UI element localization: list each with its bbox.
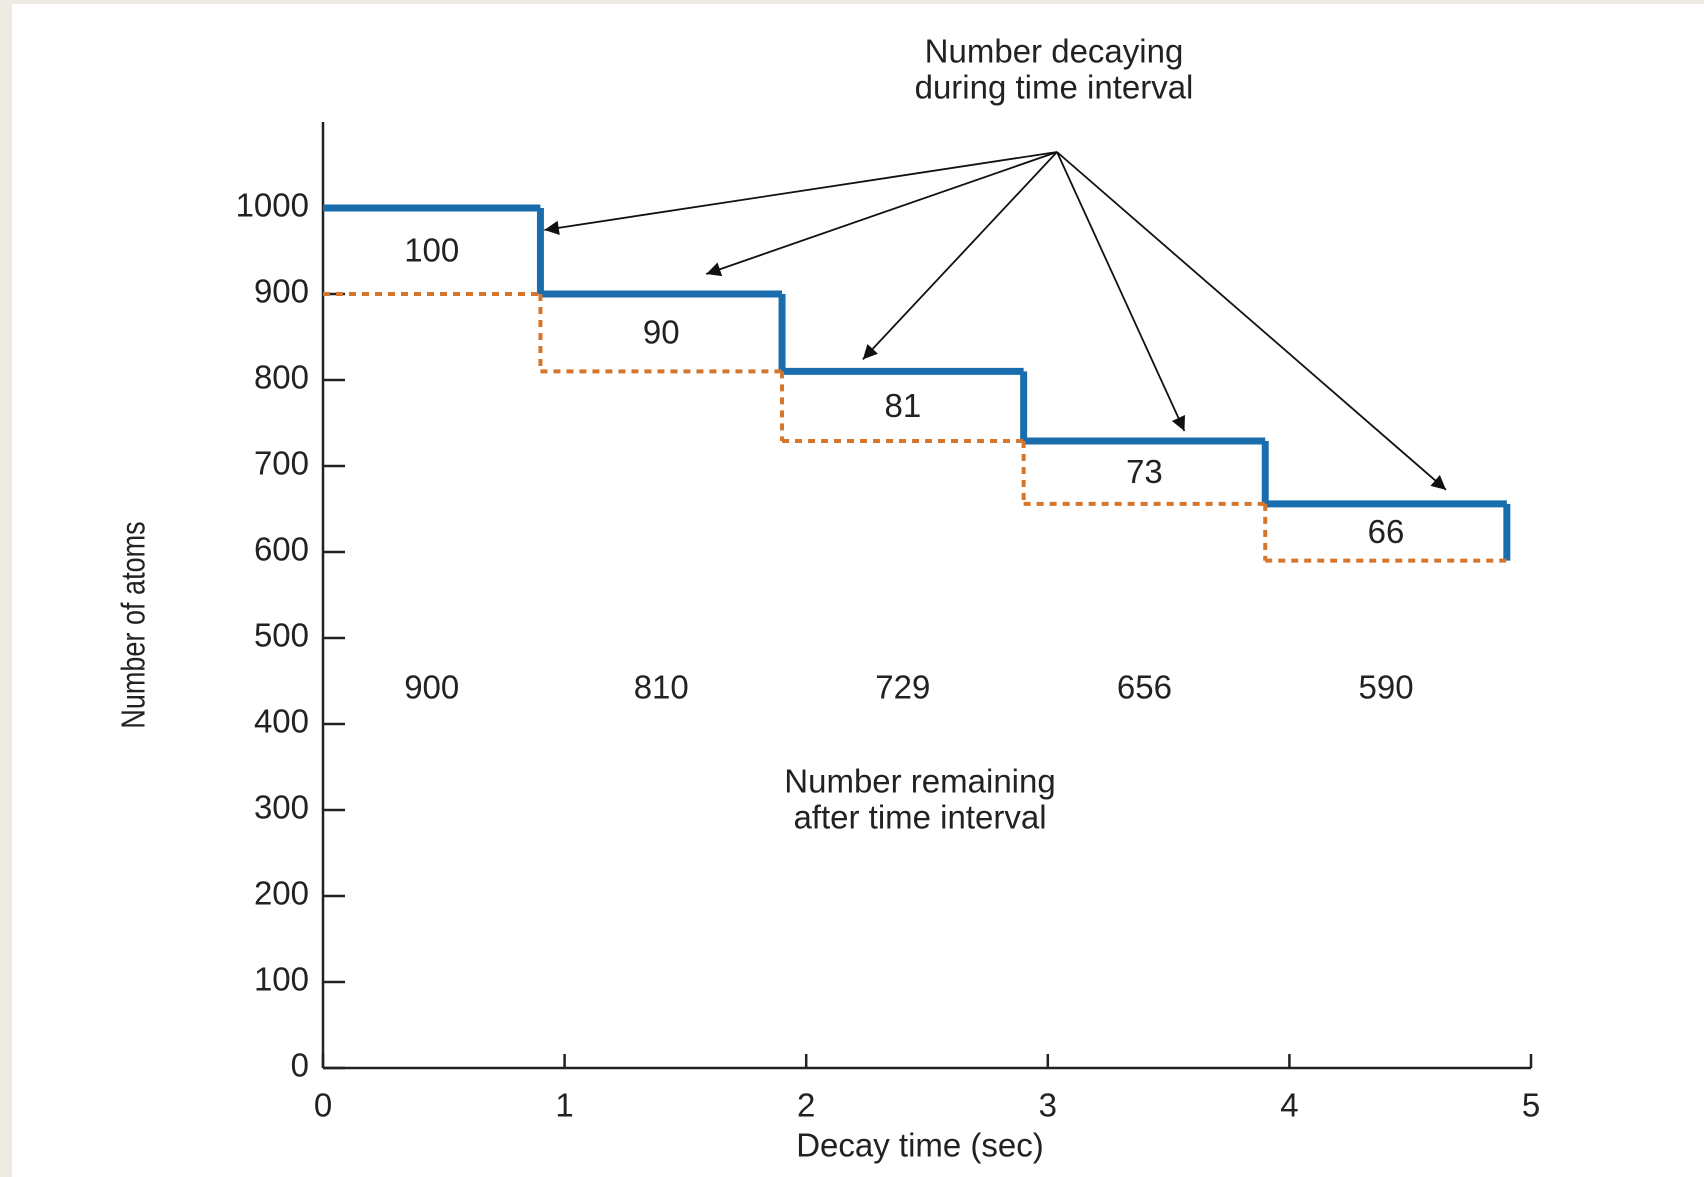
remaining-label: 900 (404, 669, 459, 706)
y-tick-label: 200 (254, 875, 309, 912)
remaining-label: 810 (634, 669, 689, 706)
annotation-arrow (1056, 151, 1447, 491)
decay-label: 100 (404, 232, 459, 269)
y-tick-label: 0 (291, 1047, 309, 1084)
annotation: Number remaining (784, 763, 1055, 800)
remaining-label: 656 (1117, 669, 1172, 706)
annotation: after time interval (793, 799, 1046, 836)
x-axis-label: Decay time (sec) (796, 1127, 1044, 1164)
remaining-label: 729 (875, 669, 930, 706)
annotation-arrow (1056, 151, 1186, 432)
annotation-arrow (705, 151, 1058, 277)
x-tick-label: 5 (1522, 1087, 1540, 1124)
y-tick-label: 300 (254, 789, 309, 826)
y-tick-label: 500 (254, 617, 309, 654)
y-tick-label: 800 (254, 359, 309, 396)
annotation: Number decaying (925, 33, 1184, 70)
y-tick-label: 600 (254, 531, 309, 568)
y-tick-label: 400 (254, 703, 309, 740)
annotation: during time interval (915, 69, 1194, 106)
x-tick-label: 3 (1039, 1087, 1057, 1124)
x-tick-label: 0 (314, 1087, 332, 1124)
decay-label: 90 (643, 313, 680, 350)
decay-label: 66 (1368, 513, 1405, 550)
y-tick-label: 100 (254, 961, 309, 998)
y-axis-label: Number of atoms (116, 521, 152, 728)
plot-background (12, 4, 1704, 1177)
decay-label: 73 (1126, 453, 1163, 490)
annotation-arrow (862, 151, 1058, 361)
remaining-label: 590 (1359, 669, 1414, 706)
x-tick-label: 1 (555, 1087, 573, 1124)
x-tick-label: 4 (1280, 1087, 1298, 1124)
x-tick-label: 2 (797, 1087, 815, 1124)
decay-label: 81 (884, 387, 921, 424)
annotation-arrow (544, 151, 1058, 235)
y-tick-label: 700 (254, 445, 309, 482)
y-tick-label: 1000 (236, 187, 309, 224)
y-tick-label: 900 (254, 273, 309, 310)
